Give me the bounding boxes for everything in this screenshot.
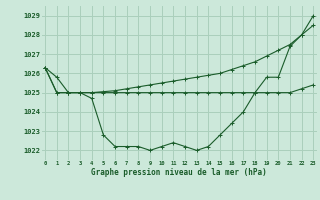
X-axis label: Graphe pression niveau de la mer (hPa): Graphe pression niveau de la mer (hPa) [91, 168, 267, 177]
